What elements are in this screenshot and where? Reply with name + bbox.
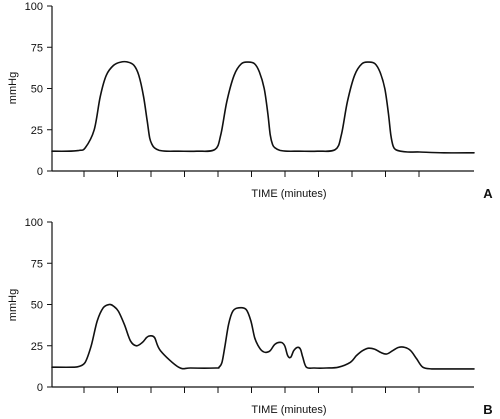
y-tick-label: 25 [31, 341, 43, 353]
y-axis-title: mmHg [7, 289, 19, 321]
chart-panel-b: 0 25 50 75 100 mmHg TIME (minutes) B [7, 217, 493, 417]
y-tick-label: 50 [31, 84, 43, 96]
y-tick-label: 100 [25, 217, 43, 229]
panel-letter: A [483, 186, 493, 201]
x-axis-title: TIME (minutes) [251, 404, 326, 416]
chart-panels: 0 25 50 75 100 mmHg TIME (minutes) A 0 25 50 75 100 m… [7, 1, 493, 417]
pressure-trace-line [51, 60, 475, 154]
y-tick-label: 25 [31, 125, 43, 137]
y-tick-label: 50 [31, 300, 43, 312]
y-tick-label: 0 [37, 382, 43, 394]
chart-panel-a: 0 25 50 75 100 mmHg TIME (minutes) A [7, 1, 493, 201]
y-axis-title: mmHg [7, 72, 19, 104]
y-tick-label: 75 [31, 42, 43, 54]
panel-letter: B [483, 402, 492, 417]
y-tick-label: 100 [25, 1, 43, 13]
pressure-trace-line [51, 303, 475, 370]
y-tick-label: 0 [37, 166, 43, 178]
y-tick-label: 75 [31, 258, 43, 270]
x-axis-title: TIME (minutes) [251, 188, 326, 200]
